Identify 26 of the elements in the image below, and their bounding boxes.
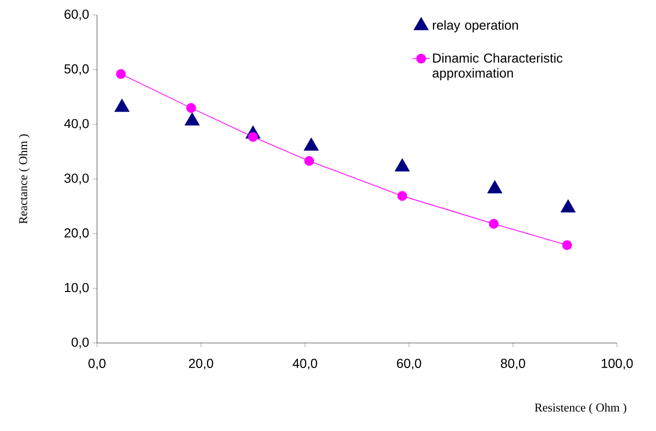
point	[487, 180, 502, 194]
x-tick-label: 100,0	[602, 358, 633, 370]
y-tick-label: 60,0	[64, 10, 89, 20]
x-axis-title: Resistence ( Ohm )	[534, 403, 626, 414]
y-axis-title: Reactance ( Ohm )	[18, 134, 30, 224]
point	[488, 218, 499, 229]
x-tick-label: 60,0	[397, 358, 422, 370]
point	[562, 240, 572, 250]
legend-label: relay operation	[432, 20, 518, 32]
y-tick-label: 40,0	[64, 118, 89, 130]
y-tick-label: 50,0	[64, 64, 89, 76]
legend-label: Dinamic Characteristic approximation	[432, 53, 562, 80]
point	[304, 137, 319, 151]
x-tick-label: 0,0	[88, 358, 106, 370]
y-tick-label: 30,0	[64, 174, 89, 184]
point	[304, 156, 314, 166]
point	[114, 98, 130, 112]
x-tick-label: 40,0	[292, 358, 318, 370]
x-tick-label: 20,0	[189, 358, 214, 370]
y-tick-label: 20,0	[64, 228, 89, 240]
y-tick-label: 10,0	[64, 282, 89, 294]
point	[184, 112, 200, 126]
y-tick-label: 0,0	[72, 338, 89, 348]
x-tick-label: 80,0	[500, 358, 526, 370]
point	[394, 158, 410, 172]
point	[397, 191, 408, 201]
